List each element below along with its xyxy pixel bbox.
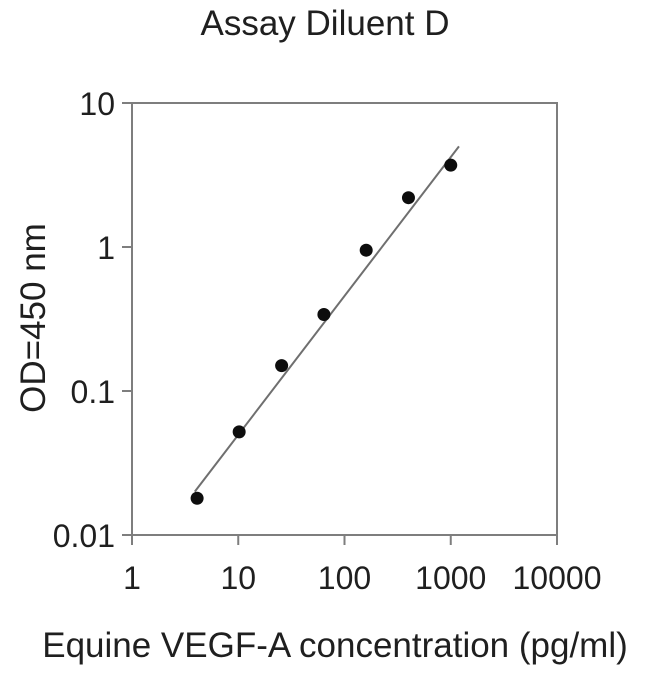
x-axis-tick-label: 10 xyxy=(220,560,256,596)
data-point xyxy=(232,425,246,439)
y-axis-tick-label: 10 xyxy=(79,86,115,122)
x-axis-tick-label: 1000 xyxy=(415,560,486,596)
y-axis-tick-label: 0.1 xyxy=(71,374,115,410)
data-point xyxy=(444,158,458,172)
data-point xyxy=(359,243,373,257)
data-point xyxy=(401,191,415,205)
x-axis-tick-label: 10000 xyxy=(513,560,602,596)
x-axis-tick-label: 1 xyxy=(123,560,141,596)
data-point xyxy=(275,359,289,373)
data-point xyxy=(317,307,331,321)
plot-frame xyxy=(131,102,558,536)
chart-title: Assay Diluent D xyxy=(200,4,450,43)
x-axis-title: Equine VEGF-A concentration (pg/ml) xyxy=(42,626,628,665)
y-axis-tick-label: 1 xyxy=(97,230,115,266)
y-axis-tick-label: 0.01 xyxy=(53,518,115,554)
x-axis-tick-label: 100 xyxy=(318,560,371,596)
data-point xyxy=(190,491,204,505)
